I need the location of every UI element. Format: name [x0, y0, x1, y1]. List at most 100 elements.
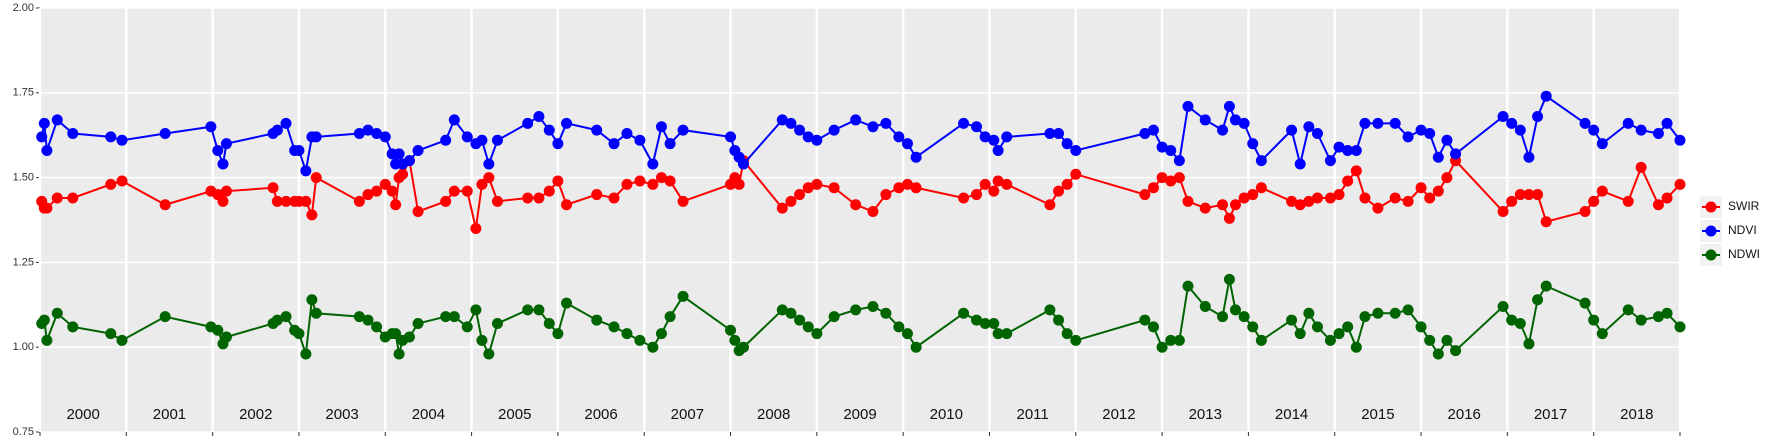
point: [1372, 202, 1384, 214]
point: [621, 328, 633, 340]
point: [306, 294, 318, 306]
point: [440, 134, 452, 146]
point: [1674, 178, 1686, 190]
point: [1061, 328, 1073, 340]
point: [1173, 334, 1185, 346]
point: [220, 138, 232, 150]
point: [1061, 178, 1073, 190]
point: [1402, 304, 1414, 316]
legend-label: SWIR: [1728, 199, 1760, 213]
point: [353, 128, 365, 140]
point: [533, 192, 545, 204]
point: [828, 182, 840, 194]
point: [41, 334, 53, 346]
point: [1359, 192, 1371, 204]
point: [1674, 321, 1686, 333]
point: [51, 192, 63, 204]
year-label: 2013: [1189, 406, 1222, 423]
point: [776, 114, 788, 126]
point: [1070, 168, 1082, 180]
point: [1497, 300, 1509, 312]
point: [1350, 341, 1362, 353]
point: [1596, 328, 1608, 340]
point: [591, 124, 603, 136]
point: [1596, 185, 1608, 197]
point: [1303, 195, 1315, 207]
point: [1217, 199, 1229, 211]
point: [655, 328, 667, 340]
point: [300, 165, 312, 177]
point: [1311, 192, 1323, 204]
point: [533, 111, 545, 123]
point: [1044, 304, 1056, 316]
point: [561, 297, 573, 309]
point: [1238, 192, 1250, 204]
year-label: 2002: [239, 406, 272, 423]
point: [1514, 317, 1526, 329]
point: [1165, 334, 1177, 346]
point: [41, 202, 53, 214]
point: [306, 209, 318, 221]
point: [677, 124, 689, 136]
point: [440, 195, 452, 207]
point: [393, 348, 405, 360]
point: [1532, 294, 1544, 306]
point: [561, 117, 573, 129]
point: [737, 341, 749, 353]
point: [220, 331, 232, 343]
point: [1044, 128, 1056, 140]
point: [403, 155, 415, 167]
year-label: 2018: [1620, 406, 1653, 423]
point: [1402, 131, 1414, 143]
point: [1147, 124, 1159, 136]
year-label: 2012: [1102, 406, 1135, 423]
point: [1441, 172, 1453, 184]
point: [971, 189, 983, 201]
point: [1441, 134, 1453, 146]
point: [802, 182, 814, 194]
point: [1424, 334, 1436, 346]
point: [1247, 321, 1259, 333]
point: [591, 189, 603, 201]
point: [403, 331, 415, 343]
point: [1199, 300, 1211, 312]
point: [543, 317, 555, 329]
point: [1635, 161, 1647, 173]
point: [310, 307, 322, 319]
point: [1217, 311, 1229, 323]
point: [988, 185, 1000, 197]
point: [850, 114, 862, 126]
point: [608, 192, 620, 204]
point: [979, 317, 991, 329]
year-label: 2005: [498, 406, 531, 423]
point: [1342, 175, 1354, 187]
legend-label: NDWI: [1728, 247, 1760, 261]
point: [51, 114, 63, 126]
point: [552, 328, 564, 340]
point: [988, 134, 1000, 146]
point: [461, 185, 473, 197]
point: [1359, 117, 1371, 129]
point: [992, 144, 1004, 156]
point: [371, 185, 383, 197]
point: [1139, 128, 1151, 140]
point: [1661, 117, 1673, 129]
point: [1432, 185, 1444, 197]
point: [1415, 321, 1427, 333]
point: [293, 328, 305, 340]
point: [880, 117, 892, 129]
point: [371, 128, 383, 140]
point: [979, 178, 991, 190]
point: [1061, 138, 1073, 150]
point: [811, 328, 823, 340]
point: [1053, 128, 1065, 140]
point: [1540, 216, 1552, 228]
point: [1350, 165, 1362, 177]
point: [655, 121, 667, 133]
point: [1450, 345, 1462, 357]
point: [67, 128, 79, 140]
point: [159, 128, 171, 140]
point: [1229, 114, 1241, 126]
point: [1324, 334, 1336, 346]
